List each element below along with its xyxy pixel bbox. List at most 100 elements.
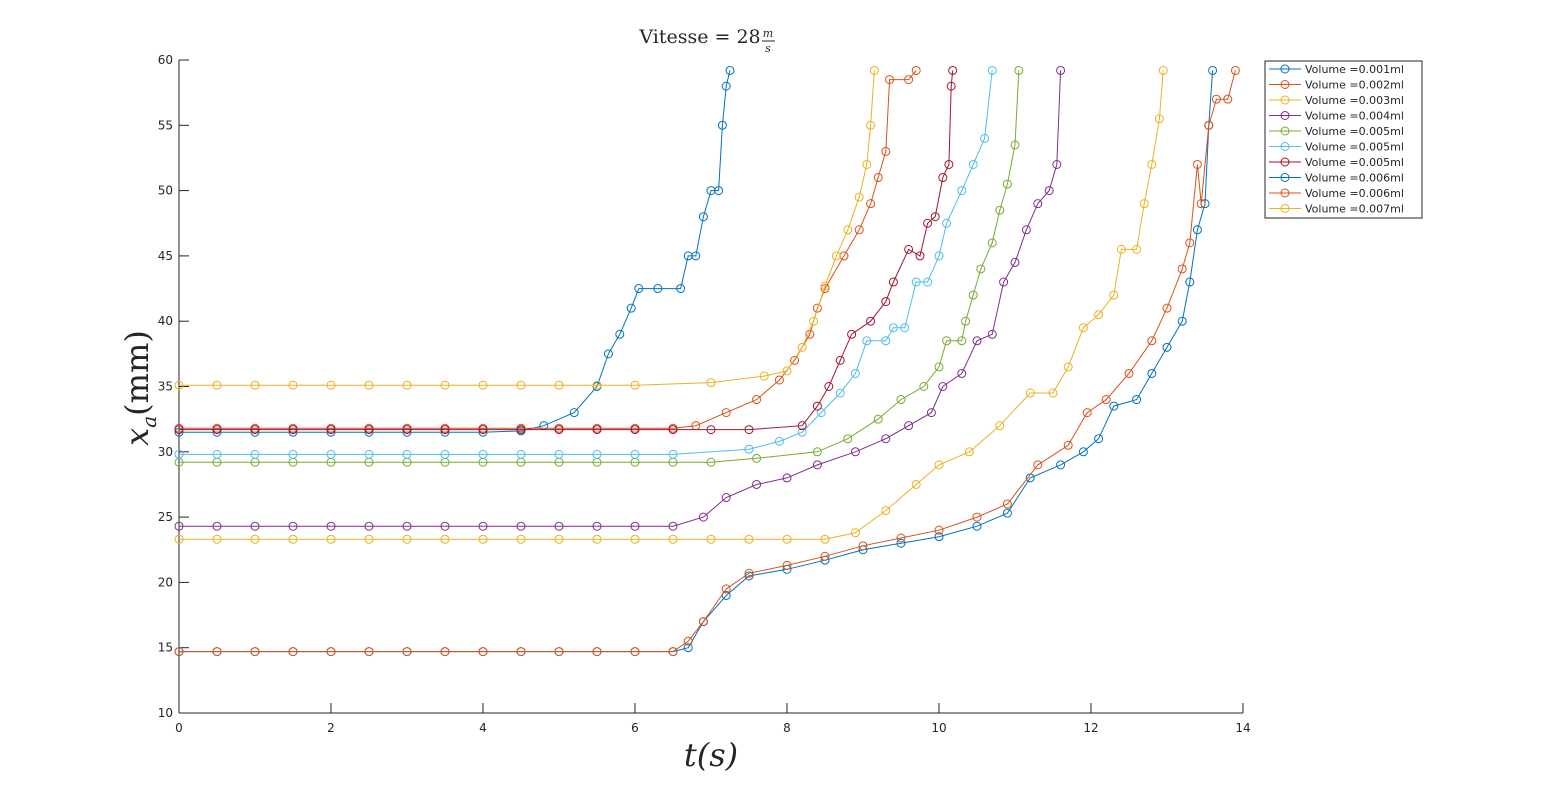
data-point [934,532,944,542]
y-tick-label: 35 [158,380,173,394]
data-point [896,538,906,548]
data-point [790,355,800,365]
data-point [744,444,754,454]
data-point [592,521,602,531]
legend-marker [1280,204,1290,213]
data-point [174,534,184,544]
data-point [691,251,701,261]
data-point [942,218,952,228]
data-point [1192,159,1202,169]
y-tick-label: 50 [158,184,173,198]
data-point [402,647,412,657]
data-point [1177,316,1187,326]
data-point [1192,225,1202,235]
y-tick-label: 45 [158,249,173,263]
data-point [752,479,762,489]
legend-label: Volume =0.002ml [1305,79,1404,92]
data-point [888,277,898,287]
data-point [1056,65,1066,75]
chart-title: Vitesse = 28 [638,26,760,48]
data-point [1063,440,1073,450]
data-point [326,521,336,531]
data-point [402,425,412,435]
data-point [1158,65,1168,75]
data-point [873,414,883,424]
data-point [1185,238,1195,248]
data-point [288,380,298,390]
data-point [698,617,708,627]
x-tick-label: 6 [631,721,639,735]
data-point [930,212,940,222]
legend-marker [1280,80,1290,89]
y-label-symbol: x [118,428,156,446]
data-point [752,395,762,405]
data-point [668,521,678,531]
data-point [478,647,488,657]
data-point [850,528,860,538]
data-point [554,521,564,531]
legend-marker [1280,95,1290,105]
data-point [714,186,724,196]
legend-marker [1280,188,1290,198]
data-point [592,647,602,657]
data-point [554,534,564,544]
data-point [326,534,336,544]
data-point [968,159,978,169]
data-point [1116,244,1126,254]
y-tick-label: 55 [158,118,173,132]
data-point [174,380,184,390]
data-point [797,342,807,352]
data-point [1094,310,1104,320]
data-point [934,525,944,535]
data-point [866,199,876,209]
legend-marker [1280,157,1290,167]
legend-box [1264,60,1423,219]
data-point [744,425,754,435]
data-point [516,380,526,390]
series [174,65,735,437]
data-point [364,521,374,531]
data-point [212,534,222,544]
data-point [782,473,792,483]
legend-marker [1280,142,1290,151]
data-point [478,380,488,390]
data-point [934,362,944,372]
legend-marker [1280,173,1290,182]
data-point [1078,447,1088,457]
data-point [881,434,891,444]
data-point [288,425,298,435]
data-point [964,447,974,457]
data-point [630,380,640,390]
legend-label: Volume =0.004ml [1305,110,1404,123]
y-tick-label: 40 [158,314,173,328]
legend-marker [1280,111,1290,120]
data-point [995,421,1005,431]
data-point [862,159,872,169]
data-point [676,284,686,294]
data-point [717,120,727,130]
legend-label: Volume =0.003ml [1305,94,1404,107]
data-point [630,521,640,531]
series [174,65,1066,531]
data-point [402,380,412,390]
data-point [759,371,769,381]
data-point [1021,225,1031,235]
data-point [900,323,910,333]
y-axis-label: xa(mm) [118,330,161,446]
x-tick-label: 8 [783,721,791,735]
data-point [1109,290,1119,300]
data-point [630,534,640,544]
data-point [1014,65,1024,75]
data-point [881,506,891,516]
data-point [174,449,184,459]
x-tick-label: 2 [327,721,335,735]
data-point [995,205,1005,215]
data-point [782,366,792,376]
data-point [972,512,982,522]
x-tick-label: 10 [931,721,946,735]
legend-marker [1280,64,1290,74]
data-point [721,81,731,91]
data-point [516,425,526,435]
data-point [1002,179,1012,189]
data-point [478,521,488,531]
